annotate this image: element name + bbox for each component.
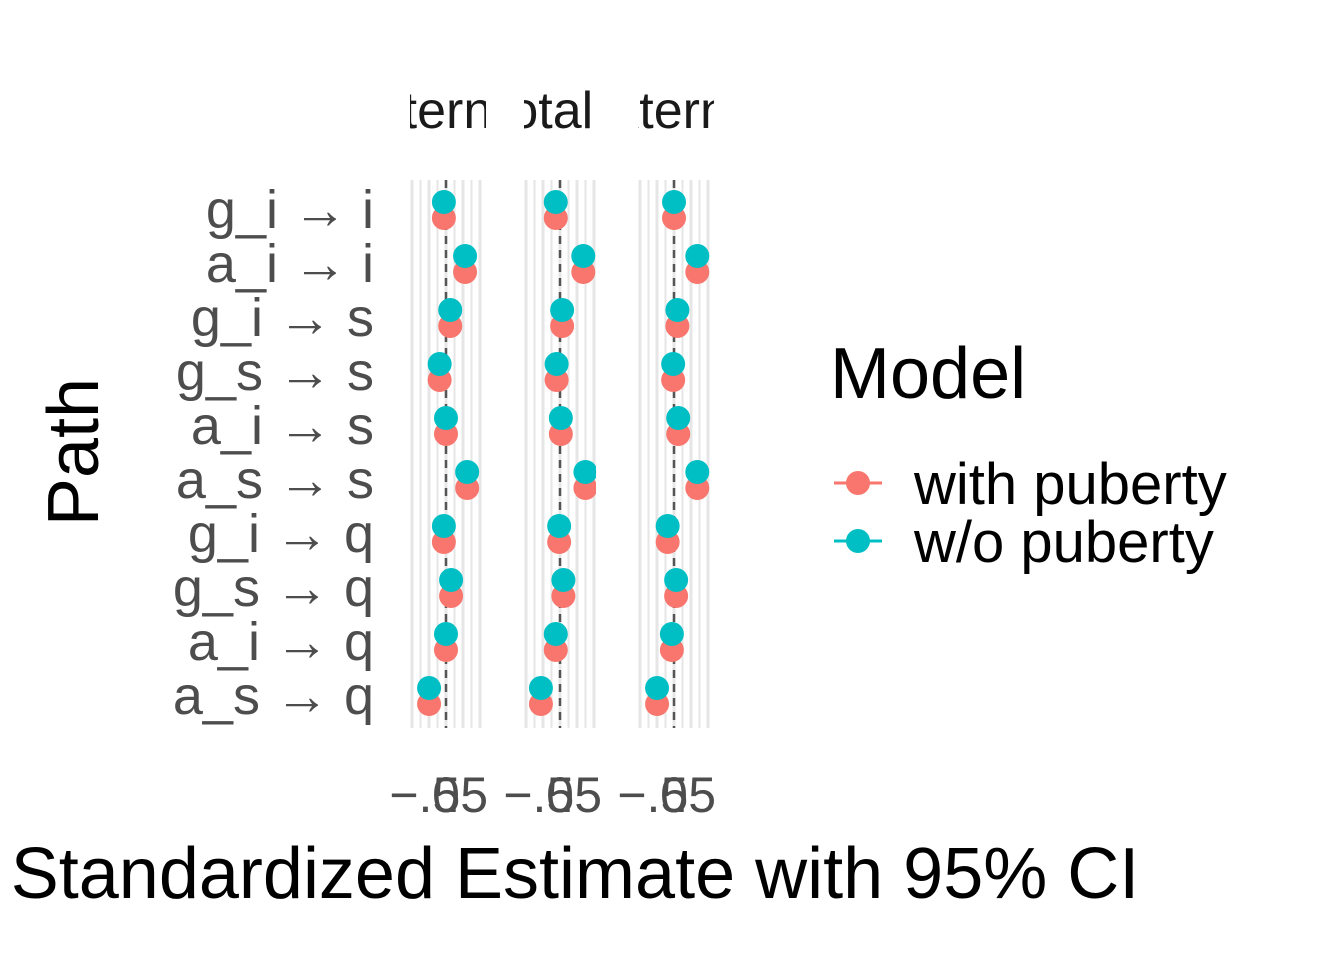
data-point xyxy=(417,676,442,700)
data-point xyxy=(453,244,478,268)
x-tick-label: 0 xyxy=(432,767,460,823)
y-tick-label: a_i → i xyxy=(206,234,374,294)
data-point xyxy=(543,190,568,214)
data-point xyxy=(434,622,458,646)
data-point xyxy=(685,244,710,268)
data-point xyxy=(655,514,680,538)
data-points xyxy=(417,190,710,716)
data-point xyxy=(439,568,464,592)
legend-label: with puberty xyxy=(913,452,1227,517)
data-point xyxy=(543,622,568,646)
legend-key-dot xyxy=(846,529,870,553)
legend-label: w/o puberty xyxy=(913,510,1214,575)
x-tick-label: −.5 xyxy=(389,767,460,823)
facet-strip-label: Internal xyxy=(359,82,532,140)
data-point xyxy=(573,460,596,484)
data-point xyxy=(434,406,458,430)
data-point xyxy=(438,298,463,322)
data-point xyxy=(455,460,480,484)
data-point xyxy=(665,298,690,322)
facet-strip-label: External xyxy=(579,82,770,140)
y-tick-label: g_i → s xyxy=(191,288,374,348)
y-tick-label: g_s → q xyxy=(173,558,374,618)
x-tick-label: .5 xyxy=(446,767,488,823)
data-point xyxy=(550,298,575,322)
data-point xyxy=(431,190,456,214)
x-tick-label: 0 xyxy=(546,767,574,823)
facet-strip-label: Total p xyxy=(483,82,636,140)
data-point xyxy=(544,352,569,376)
y-tick-label: a_i → q xyxy=(188,612,374,672)
y-tick-label: a_i → s xyxy=(191,396,374,456)
legend-title: Model xyxy=(830,334,1026,414)
data-point xyxy=(659,622,684,646)
data-point xyxy=(528,676,553,700)
x-tick-label: .5 xyxy=(560,767,602,823)
data-point xyxy=(645,676,670,700)
x-tick-label: .5 xyxy=(674,767,716,823)
data-point xyxy=(664,568,689,592)
data-point xyxy=(551,568,576,592)
x-axis-title: Standardized Estimate with 95% CI xyxy=(11,834,1140,914)
y-tick-label: g_i → q xyxy=(188,504,374,564)
y-axis-title: Path xyxy=(34,378,114,526)
y-tick-label: a_s → q xyxy=(173,666,374,726)
y-tick-label: g_s → s xyxy=(176,342,374,402)
x-axis-tick-labels: −.50.5 −.50.5 −.50.5 xyxy=(389,767,716,823)
data-point xyxy=(431,514,456,538)
data-point xyxy=(662,190,686,214)
data-point xyxy=(666,406,691,430)
legend-key-dot xyxy=(846,471,870,495)
data-point xyxy=(571,244,596,268)
y-tick-label: a_s → s xyxy=(176,450,374,510)
x-tick-label: −.5 xyxy=(503,767,574,823)
x-tick-label: 0 xyxy=(660,767,688,823)
data-point xyxy=(661,352,686,376)
data-point xyxy=(685,460,710,484)
data-point xyxy=(427,352,452,376)
y-axis-tick-labels: g_i → ia_i → ig_i → sg_s → sa_i → sa_s →… xyxy=(173,180,374,726)
data-point xyxy=(547,514,572,538)
x-tick-label: −.5 xyxy=(617,767,688,823)
y-tick-label: g_i → i xyxy=(206,180,374,240)
data-point xyxy=(548,406,573,430)
